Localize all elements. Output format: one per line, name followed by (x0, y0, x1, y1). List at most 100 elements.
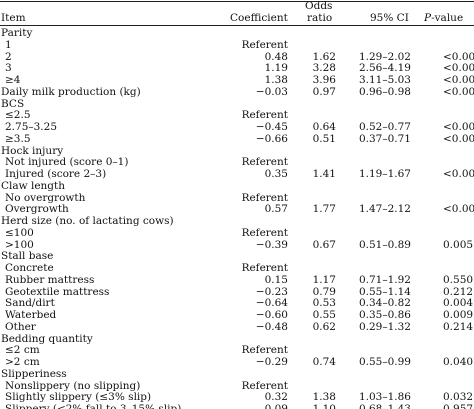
row-p-value: <0.001 (443, 168, 474, 180)
row-confidence-interval: 0.34–0.82 (358, 297, 411, 310)
row-item-label: Nonslippery (no slipping) (5, 379, 141, 392)
row-confidence-interval: 0.51–0.89 (358, 238, 411, 251)
table-row: Parity (0, 27, 474, 39)
table-row: Geotextile mattress −0.23 0.79 0.55–1.14 0.2… (0, 286, 474, 298)
row-p-value: 0.004 (443, 297, 474, 310)
row-item-label: Slipperiness (1, 367, 67, 380)
row-odds-ratio: 0.74 (312, 356, 336, 368)
row-coefficient: 0.09 (264, 403, 288, 409)
row-p-value: 0.957 (443, 403, 474, 409)
row-item-label: 2.75–3.25 (5, 121, 58, 133)
row-item-label: No overgrowth (5, 191, 86, 204)
header-coefficient: Coefficient (230, 12, 288, 24)
row-item-label: Herd size (no. of lactating cows) (1, 215, 174, 227)
row-p-value: <0.001 (443, 74, 474, 86)
row-odds-ratio: 0.64 (312, 121, 336, 133)
row-p-value: <0.001 (443, 121, 474, 133)
row-p-value: 0.005 (443, 238, 474, 251)
row-odds-ratio: 1.10 (312, 403, 336, 409)
table-row: Rubber mattress 0.15 1.17 0.71–1.92 0.550 (0, 274, 474, 286)
table-row: ≤100 Referent (0, 227, 474, 239)
row-odds-ratio: 1.17 (312, 273, 336, 286)
row-confidence-interval: 1.19–1.67 (358, 168, 411, 180)
row-confidence-interval: 1.47–2.12 (358, 203, 411, 216)
row-odds-ratio: 3.28 (312, 62, 336, 75)
row-p-value: <0.001 (443, 203, 474, 216)
row-coefficient: −0.45 (255, 121, 288, 133)
row-coefficient: 0.32 (264, 391, 288, 404)
row-item-label: ≤2 cm (5, 344, 40, 357)
row-confidence-interval: 0.37–0.71 (358, 132, 411, 145)
header-rule (0, 25, 474, 26)
row-confidence-interval: 2.56–4.19 (358, 62, 411, 75)
header-odds: Odds (305, 0, 333, 12)
row-p-value: 0.550 (443, 273, 474, 286)
table-row: 3 1.19 3.28 2.56–4.19 <0.001 (0, 62, 474, 74)
row-item-label: Slippery (<2% fall to 3–15% slip) (5, 403, 182, 409)
table-row: Other −0.48 0.62 0.29–1.32 0.214 (0, 321, 474, 333)
row-item-label: ≥4 (5, 74, 21, 86)
row-item-label: >2 cm (5, 356, 40, 368)
row-coefficient: −0.23 (255, 285, 288, 298)
row-item-label: Other (5, 320, 36, 333)
row-item-label: >100 (5, 238, 34, 251)
table-row: 2 0.48 1.62 1.29–2.02 <0.001 (0, 51, 474, 63)
row-odds-ratio: 0.62 (312, 320, 336, 333)
row-item-label: Slightly slippery (≤3% slip) (5, 391, 152, 404)
row-coefficient: −0.03 (255, 85, 288, 98)
row-item-label: Hock injury (1, 144, 64, 157)
table-row: Herd size (no. of lactating cows) (0, 215, 474, 227)
row-item-label: Sand/dirt (5, 297, 55, 310)
table-row: Waterbed −0.60 0.55 0.35–0.86 0.009 (0, 309, 474, 321)
table-row: No overgrowth Referent (0, 192, 474, 204)
row-item-label: Stall base (1, 250, 54, 263)
row-confidence-interval: 0.96–0.98 (358, 85, 411, 98)
row-coefficient: 0.15 (264, 273, 288, 286)
row-coefficient: Referent (241, 226, 288, 239)
row-confidence-interval: 1.29–2.02 (358, 50, 411, 63)
row-coefficient: 0.57 (264, 203, 288, 216)
row-odds-ratio: 3.96 (312, 74, 336, 86)
row-confidence-interval: 3.11–5.03 (358, 74, 411, 86)
row-p-value: 0.214 (443, 320, 474, 333)
row-item-label: Geotextile mattress (5, 285, 110, 298)
header-ci: 95% CI (370, 12, 409, 24)
table-row: Stall base (0, 250, 474, 262)
table-row: Injured (score 2–3) 0.35 1.41 1.19–1.67 <0.0… (0, 168, 474, 180)
table-row: ≤2 cm Referent (0, 344, 474, 356)
row-item-label: Claw length (1, 179, 66, 192)
table-row: 2.75–3.25 −0.45 0.64 0.52–0.77 <0.001 (0, 121, 474, 133)
row-odds-ratio: 0.67 (312, 238, 336, 251)
row-odds-ratio: 1.38 (312, 391, 336, 404)
table-row: ≥4 1.38 3.96 3.11–5.03 <0.001 (0, 74, 474, 86)
row-coefficient: Referent (241, 191, 288, 204)
row-coefficient: 0.35 (264, 168, 288, 180)
row-coefficient: −0.39 (255, 238, 288, 251)
row-confidence-interval: 0.52–0.77 (358, 121, 411, 133)
row-p-value: <0.001 (443, 50, 474, 63)
row-p-value: 0.009 (443, 309, 474, 321)
row-coefficient: Referent (241, 156, 288, 169)
row-odds-ratio: 1.62 (312, 50, 336, 63)
row-odds-ratio: 0.51 (312, 132, 336, 145)
row-confidence-interval: 0.55–0.99 (358, 356, 411, 368)
table-row: Overgrowth 0.57 1.77 1.47–2.12 <0.001 (0, 203, 474, 215)
row-item-label: Rubber mattress (5, 273, 95, 286)
table-row: Hock injury (0, 145, 474, 157)
row-p-value: <0.001 (443, 132, 474, 145)
table-row: Claw length (0, 180, 474, 192)
row-item-label: Overgrowth (5, 203, 69, 216)
table-row: Sand/dirt −0.64 0.53 0.34–0.82 0.004 (0, 297, 474, 309)
row-coefficient: 1.19 (264, 62, 288, 75)
row-coefficient: −0.29 (255, 356, 288, 368)
row-odds-ratio: 1.77 (312, 203, 336, 216)
row-coefficient: −0.60 (255, 309, 288, 321)
row-coefficient: Referent (241, 109, 288, 122)
row-p-value: 0.212 (443, 285, 474, 298)
row-p-value: <0.001 (443, 62, 474, 75)
row-odds-ratio: 1.41 (312, 168, 336, 180)
row-coefficient: Referent (241, 379, 288, 392)
row-coefficient: −0.48 (255, 320, 288, 333)
table-row: Concrete Referent (0, 262, 474, 274)
